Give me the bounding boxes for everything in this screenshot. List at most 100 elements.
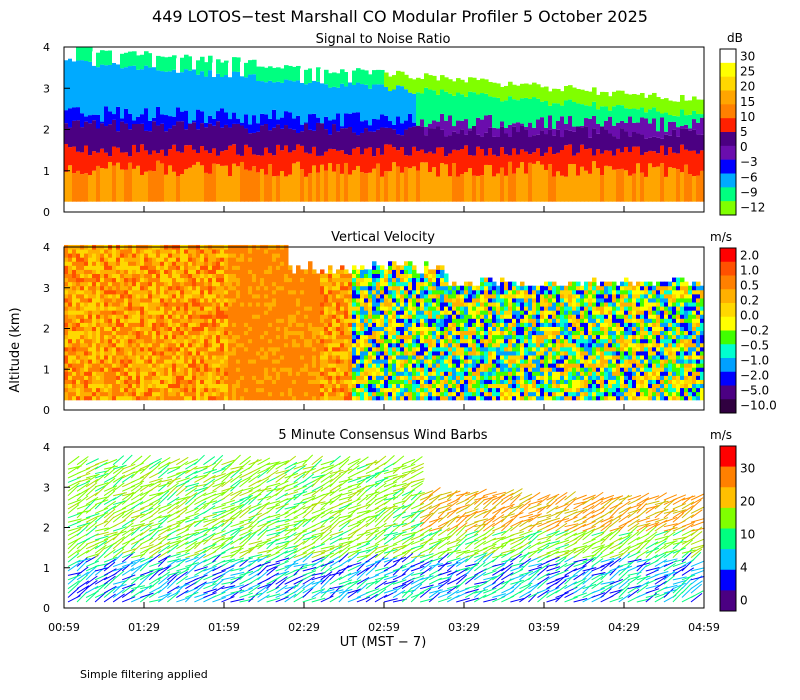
vvel-cell bbox=[192, 322, 197, 327]
vvel-cell bbox=[108, 310, 113, 315]
vvel-cell bbox=[212, 330, 217, 336]
vvel-cell bbox=[116, 350, 121, 356]
snr-cell bbox=[312, 80, 317, 114]
vvel-cell bbox=[136, 387, 141, 393]
snr-cell bbox=[604, 165, 609, 202]
vvel-cell bbox=[368, 391, 373, 397]
vvel-cell bbox=[404, 383, 409, 389]
snr-cell bbox=[400, 123, 405, 136]
vvel-cell bbox=[372, 391, 377, 397]
vvel-cell bbox=[484, 285, 489, 291]
vvel-cell bbox=[120, 379, 125, 385]
vvel-cell bbox=[104, 383, 109, 389]
vvel-cell bbox=[148, 346, 153, 352]
vvel-cell bbox=[468, 314, 473, 319]
vvel-cell bbox=[520, 391, 525, 397]
vvel-cell bbox=[216, 375, 221, 380]
vvel-cell bbox=[392, 297, 397, 303]
vvel-cell bbox=[216, 261, 221, 266]
vvel-cell bbox=[212, 289, 217, 295]
snr-cell bbox=[372, 131, 377, 157]
vvel-cell bbox=[232, 257, 237, 262]
snr-cell bbox=[404, 120, 409, 130]
vvel-cell bbox=[148, 269, 153, 274]
vvel-cell bbox=[116, 273, 121, 279]
vvel-cell bbox=[124, 326, 129, 332]
vvel-cell bbox=[360, 322, 365, 327]
vvel-cell bbox=[404, 367, 409, 372]
vvel-cell bbox=[160, 314, 165, 319]
snr-cell bbox=[312, 113, 317, 131]
snr-cell bbox=[284, 79, 289, 112]
vvel-cell bbox=[256, 285, 261, 291]
vvel-cell bbox=[308, 346, 313, 352]
vvel-cell bbox=[380, 354, 385, 360]
vvel-cell bbox=[140, 302, 145, 307]
vvel-cell bbox=[92, 354, 97, 360]
vvel-cell bbox=[96, 289, 101, 295]
vvel-cell bbox=[284, 375, 289, 380]
vvel-cell bbox=[512, 363, 517, 368]
vvel-cell bbox=[376, 330, 381, 336]
vvel-cell bbox=[248, 293, 253, 299]
vvel-cell bbox=[228, 297, 233, 303]
vvel-cell bbox=[516, 314, 521, 319]
vvel-cell bbox=[260, 249, 265, 254]
vvel-cell bbox=[372, 306, 377, 311]
vvel-cell bbox=[108, 359, 113, 364]
vvel-cell bbox=[340, 293, 345, 299]
vvel-cell bbox=[132, 354, 137, 360]
snr-cell bbox=[152, 121, 157, 151]
vvel-cell bbox=[376, 387, 381, 393]
vvel-cell bbox=[64, 293, 69, 299]
vvel-cell bbox=[480, 359, 485, 364]
vvel-cell bbox=[340, 334, 345, 340]
vvel-cell bbox=[92, 322, 97, 327]
vvel-cell bbox=[412, 269, 417, 274]
vvel-cell bbox=[264, 253, 269, 258]
vvel-cell bbox=[492, 285, 497, 291]
vvel-cell bbox=[396, 391, 401, 397]
snr-cell bbox=[236, 123, 241, 155]
vvel-cell bbox=[324, 322, 329, 327]
snr-cell bbox=[384, 72, 389, 87]
snr-cell bbox=[216, 73, 221, 112]
vvel-cell bbox=[392, 314, 397, 319]
vvel-cell bbox=[160, 265, 165, 270]
vvel-cell bbox=[284, 346, 289, 352]
vvel-cell bbox=[360, 359, 365, 364]
vvel-cell bbox=[164, 310, 169, 315]
vvel-cell bbox=[336, 342, 341, 348]
vvel-cell bbox=[396, 375, 401, 380]
vvel-cell bbox=[292, 273, 297, 279]
snr-cell bbox=[160, 56, 165, 72]
vvel-cell bbox=[72, 367, 77, 372]
vvel-cell bbox=[296, 322, 301, 327]
snr-cell bbox=[352, 112, 357, 133]
snr-cell bbox=[232, 57, 237, 72]
vvel-cell bbox=[476, 359, 481, 364]
vvel-cell bbox=[224, 314, 229, 319]
vvel-cell bbox=[124, 265, 129, 270]
vvel-cell bbox=[376, 379, 381, 385]
vvel-cell bbox=[336, 293, 341, 299]
snr-cell bbox=[416, 92, 421, 126]
vvel-cell bbox=[260, 293, 265, 299]
vvel-cell bbox=[236, 277, 241, 283]
vvel-cell bbox=[80, 257, 85, 262]
vvel-cell bbox=[68, 342, 73, 348]
snr-cell bbox=[200, 56, 205, 72]
snr-cell bbox=[244, 169, 249, 202]
snr-cell bbox=[636, 122, 641, 134]
vvel-cell bbox=[264, 306, 269, 311]
vvel-cell bbox=[164, 281, 169, 287]
vvel-cell bbox=[64, 338, 69, 344]
vvel-cell bbox=[488, 350, 493, 356]
vvel-cell bbox=[232, 253, 237, 258]
snr-cell bbox=[324, 170, 329, 202]
vvel-cell bbox=[68, 334, 73, 340]
vvel-cell bbox=[124, 257, 129, 262]
vvel-cell bbox=[188, 265, 193, 270]
vvel-cell bbox=[232, 379, 237, 385]
snr-cell bbox=[368, 147, 373, 173]
